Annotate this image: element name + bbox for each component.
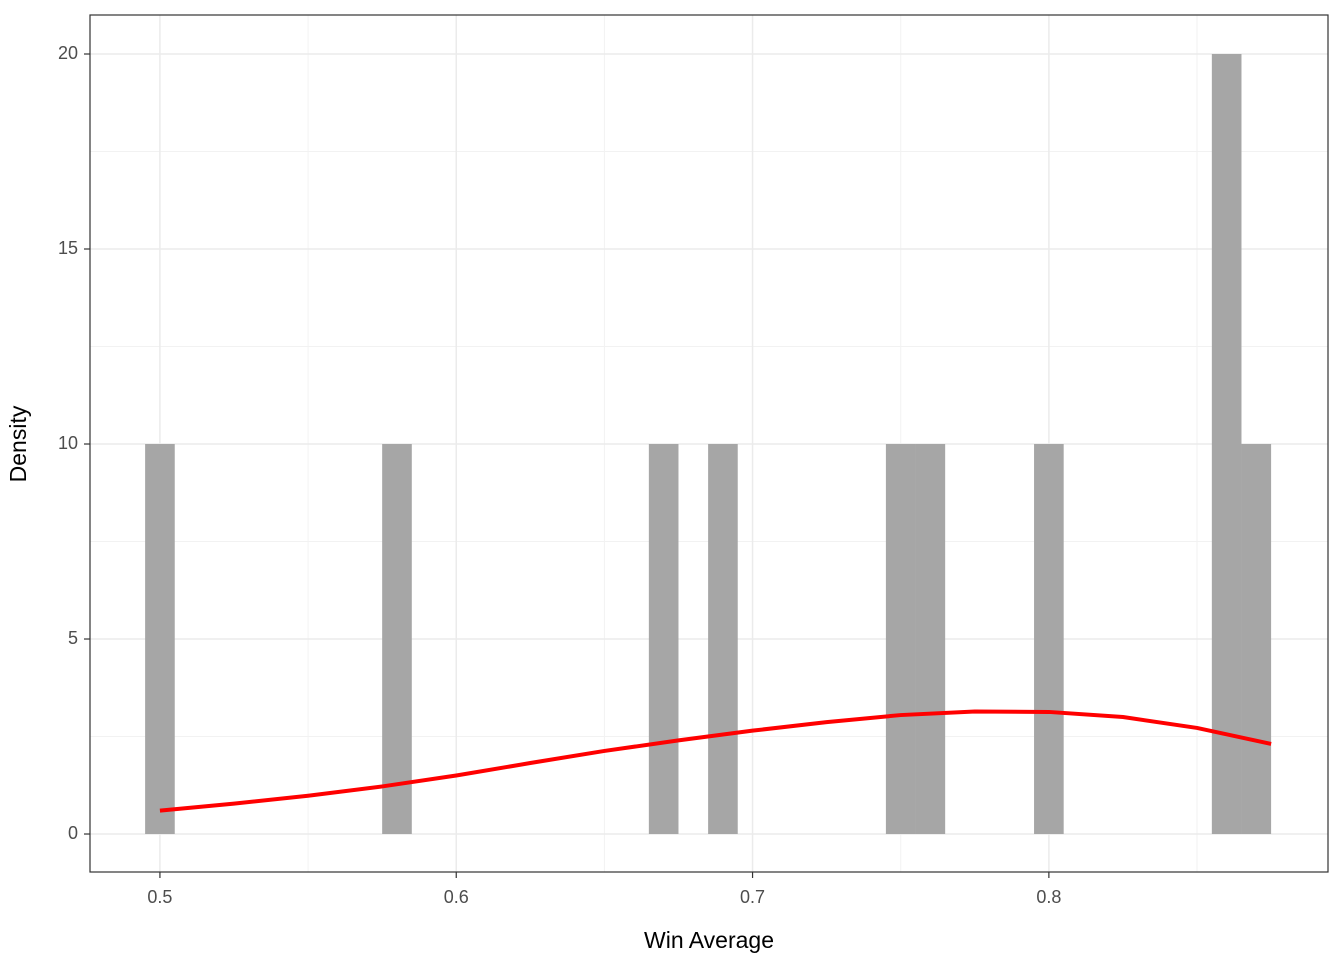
bar <box>1034 444 1064 835</box>
y-tick-label: 20 <box>58 43 78 63</box>
density-line <box>159 709 1272 813</box>
x-tick-label: 0.7 <box>740 887 765 907</box>
x-tick-label: 0.5 <box>147 887 172 907</box>
y-tick-label: 15 <box>58 238 78 258</box>
x-axis-title: Win Average <box>644 927 774 953</box>
x-tick-label: 0.6 <box>444 887 469 907</box>
y-tick-label: 10 <box>58 433 78 453</box>
y-tick-label: 5 <box>68 628 78 648</box>
panel-border <box>89 14 1329 873</box>
bar <box>885 444 916 835</box>
bar <box>648 444 679 835</box>
bar <box>1211 54 1242 835</box>
y-tick-label: 0 <box>68 823 78 843</box>
bar <box>1241 444 1272 835</box>
bar <box>708 444 738 835</box>
y-axis-title: Density <box>5 405 31 482</box>
bar <box>915 444 946 835</box>
x-tick-label: 0.8 <box>1036 887 1061 907</box>
bar <box>382 444 412 835</box>
bar <box>145 444 175 835</box>
